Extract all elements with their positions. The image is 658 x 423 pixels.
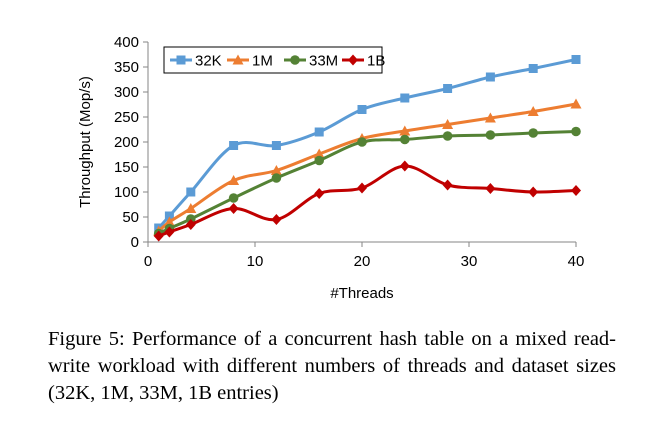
data-point-1m bbox=[442, 119, 454, 129]
data-point-1m bbox=[185, 203, 197, 213]
data-point-1b bbox=[571, 185, 581, 196]
legend-item-1b: 1B bbox=[342, 53, 385, 70]
legend-swatch-marker bbox=[232, 54, 244, 65]
y-axis-title: Throughput (Mop/s) bbox=[77, 76, 94, 208]
data-point-32k bbox=[400, 93, 410, 103]
data-point-1m bbox=[484, 112, 496, 123]
x-tick-label: 0 bbox=[144, 253, 152, 270]
data-point-32k bbox=[164, 211, 174, 221]
data-point-33m bbox=[571, 126, 581, 137]
legend-item-32k: 32K bbox=[170, 53, 222, 70]
legend-label: 1M bbox=[252, 53, 273, 70]
x-tick-label: 40 bbox=[568, 253, 585, 270]
y-tick-label: 300 bbox=[114, 84, 139, 101]
data-point-1m bbox=[570, 98, 582, 109]
data-point-32k bbox=[485, 72, 495, 82]
x-tick-label: 10 bbox=[247, 253, 264, 270]
data-point-33m bbox=[314, 155, 325, 166]
y-tick-label: 100 bbox=[114, 184, 139, 201]
data-point-32k bbox=[314, 127, 324, 137]
data-point-1m bbox=[228, 175, 240, 185]
data-point-32k bbox=[229, 141, 239, 150]
series-line-1b bbox=[157, 164, 578, 238]
y-tick-label: 400 bbox=[114, 34, 139, 51]
data-point-1b bbox=[185, 219, 196, 230]
legend-swatch-marker bbox=[176, 55, 186, 65]
data-point-1b bbox=[528, 186, 539, 198]
y-tick-label: 200 bbox=[114, 134, 139, 151]
legend-label: 32K bbox=[195, 53, 222, 70]
legend-label: 33M bbox=[309, 53, 338, 70]
data-point-32k bbox=[186, 187, 196, 197]
x-tick-label: 20 bbox=[354, 253, 371, 270]
series-line-33m bbox=[157, 130, 578, 235]
y-tick-label: 350 bbox=[114, 59, 139, 76]
data-point-33m bbox=[357, 137, 367, 147]
data-point-1b bbox=[485, 183, 496, 194]
data-point-1b bbox=[228, 203, 239, 214]
data-point-1b bbox=[314, 188, 325, 199]
y-tick-label: 0 bbox=[131, 234, 139, 251]
data-point-1b bbox=[271, 214, 282, 225]
legend-label: 1B bbox=[367, 53, 385, 70]
legend: 32K 1M 33M 1B bbox=[163, 46, 385, 74]
series-layer bbox=[153, 55, 582, 242]
data-point-33m bbox=[528, 128, 538, 138]
data-point-32k bbox=[571, 55, 581, 64]
axes: 0 50 100 150 200 250 300 350 400 0 10 20 30 40 bbox=[114, 34, 584, 270]
data-point-1b bbox=[357, 182, 367, 194]
data-point-32k bbox=[271, 141, 281, 150]
legend-item-1m: 1M bbox=[227, 53, 273, 70]
data-point-33m bbox=[228, 193, 239, 203]
data-point-1m bbox=[527, 106, 539, 116]
y-tick-label: 50 bbox=[122, 209, 139, 226]
data-point-1m bbox=[270, 165, 282, 175]
data-point-1m bbox=[163, 216, 175, 227]
series-1m bbox=[153, 98, 582, 236]
legend-swatch-marker bbox=[348, 54, 358, 66]
y-tick-label: 250 bbox=[114, 109, 139, 126]
data-point-32k bbox=[357, 105, 367, 114]
data-point-1b bbox=[399, 160, 410, 172]
x-axis-title: #Threads bbox=[330, 285, 393, 302]
data-point-33m bbox=[442, 131, 453, 141]
legend-swatch-marker bbox=[290, 55, 300, 65]
series-33m bbox=[153, 126, 581, 239]
data-point-32k bbox=[443, 84, 453, 93]
series-1b bbox=[153, 160, 581, 242]
data-point-1m bbox=[313, 148, 325, 159]
data-point-1b bbox=[164, 226, 175, 238]
legend-item-33m: 33M bbox=[284, 53, 338, 70]
data-point-33m bbox=[271, 173, 282, 183]
data-point-33m bbox=[400, 134, 410, 145]
data-point-32k bbox=[528, 64, 538, 73]
figure-caption: Figure 5: Performance of a concurrent ha… bbox=[48, 328, 616, 404]
data-point-1b bbox=[153, 230, 164, 242]
y-tick-label: 150 bbox=[114, 159, 139, 176]
data-point-33m bbox=[485, 130, 496, 140]
x-tick-label: 30 bbox=[461, 253, 478, 270]
data-point-1m bbox=[399, 125, 411, 136]
data-point-1b bbox=[442, 179, 453, 191]
